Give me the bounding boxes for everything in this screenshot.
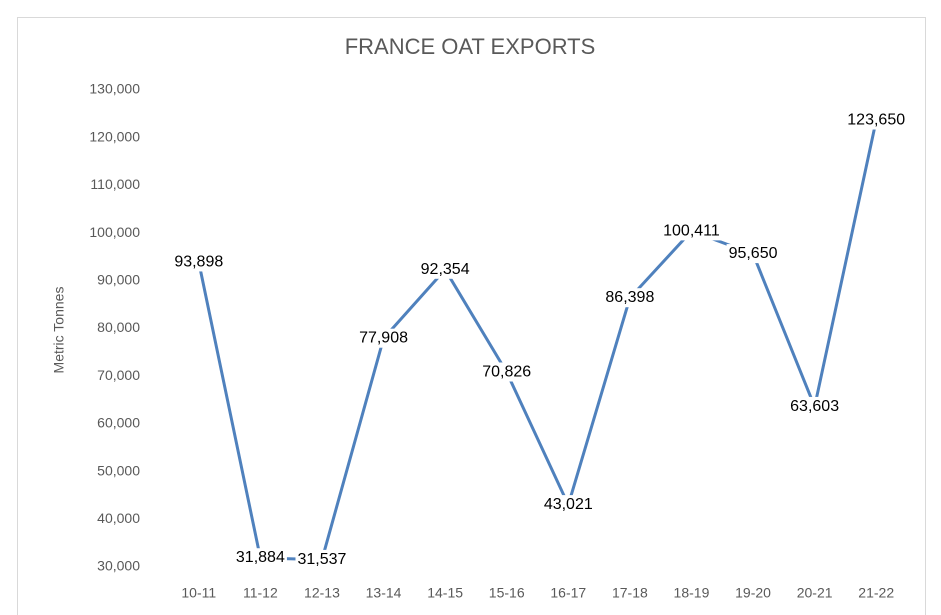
x-tick-label: 13-14 xyxy=(366,585,402,601)
data-label: 70,826 xyxy=(482,363,531,380)
data-label-bg xyxy=(603,288,657,308)
chart-title: FRANCE OAT EXPORTS xyxy=(345,34,596,59)
y-tick-label: 110,000 xyxy=(90,176,140,192)
data-label-bg xyxy=(726,244,780,264)
y-tick-label: 40,000 xyxy=(97,510,140,526)
x-tick-label: 11-12 xyxy=(243,585,278,601)
data-label-bg xyxy=(788,396,842,416)
y-tick-label: 50,000 xyxy=(97,462,140,478)
x-tick-label: 19-20 xyxy=(735,585,771,601)
data-label: 43,021 xyxy=(544,496,593,513)
data-label-bg xyxy=(295,549,349,569)
data-label-bg xyxy=(172,252,226,272)
data-label: 31,884 xyxy=(236,549,285,566)
y-tick-label: 80,000 xyxy=(97,319,140,335)
x-tick-label: 14-15 xyxy=(427,585,463,601)
data-label: 63,603 xyxy=(790,398,839,415)
x-tick-label: 18-19 xyxy=(674,585,710,601)
x-tick-label: 16-17 xyxy=(550,585,586,601)
x-tick-label: 21-22 xyxy=(858,585,894,601)
data-label: 123,650 xyxy=(847,112,905,129)
y-tick-label: 90,000 xyxy=(97,272,140,288)
data-label: 31,537 xyxy=(297,551,346,568)
data-label: 93,898 xyxy=(174,253,223,270)
x-tick-label: 17-18 xyxy=(612,585,648,601)
data-label-bg xyxy=(480,362,534,382)
x-tick-label: 20-21 xyxy=(797,585,833,601)
data-label: 95,650 xyxy=(729,245,778,262)
y-axis-label: Metric Tonnes xyxy=(51,287,67,374)
data-label: 77,908 xyxy=(359,330,408,347)
y-tick-label: 60,000 xyxy=(97,415,140,431)
data-label: 86,398 xyxy=(605,289,654,306)
data-label-bg xyxy=(418,259,472,279)
x-tick-label: 12-13 xyxy=(304,585,340,601)
y-tick-label: 120,000 xyxy=(89,128,140,144)
data-label-bg xyxy=(357,328,411,348)
y-tick-label: 30,000 xyxy=(97,558,140,574)
y-tick-label: 130,000 xyxy=(89,81,140,97)
data-label-bg xyxy=(541,495,595,515)
data-label: 100,411 xyxy=(663,222,720,239)
x-tick-label: 10-11 xyxy=(181,585,216,601)
y-tick-label: 100,000 xyxy=(89,224,140,240)
data-label: 92,354 xyxy=(421,261,470,278)
data-label-bg xyxy=(845,110,908,130)
data-label-bg xyxy=(661,221,722,241)
y-tick-label: 70,000 xyxy=(97,367,140,383)
data-label-bg xyxy=(233,548,287,568)
x-tick-label: 15-16 xyxy=(489,585,525,601)
